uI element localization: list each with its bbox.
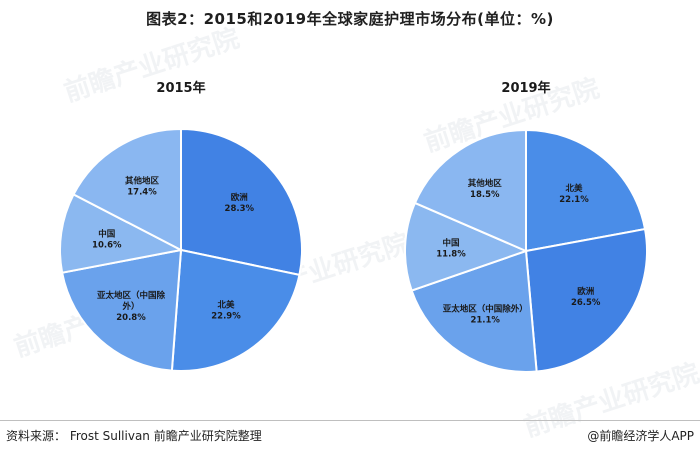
slice-name-label: 中国 [98,229,115,240]
slice-name-label: 北美 [565,183,583,194]
slice-name-label: 其他地区 [468,178,503,189]
pie-slice-north-america [525,128,647,253]
slice-value-label: 26.5% [571,298,601,308]
footer-divider [0,420,700,421]
slice-value-label: 18.5% [470,190,500,200]
slice-name-label: 亚太地区（中国除外） [443,304,528,315]
chart-title: 图表2：2015和2019年全球家庭护理市场分布(单位：%) [146,10,554,28]
pie-slice-china [404,201,529,292]
source-note: 资料来源： Frost Sullivan 前瞻产业研究院整理 [6,429,262,443]
slice-name-label: 亚太地区（中国除 [97,290,166,301]
slice-name-label: 其他地区 [125,175,160,186]
brand-credit: @前瞻经济学人APP [587,429,694,443]
slice-name-label: 欧洲 [577,286,594,297]
pie-slice-other-regions [72,127,182,252]
slice-value-label: 21.1% [470,316,500,326]
slice-name-label: 北美 [217,300,235,311]
slice-name-label: 外） [121,301,139,312]
pie-slice-europe [524,227,648,373]
pie-charts: 2015年欧洲28.3%北美22.9%亚太地区（中国除外）20.8%中国10.6… [59,80,648,373]
slice-value-label: 20.8% [116,313,146,323]
pie-slice-asia-pacific-ex-china [60,248,183,372]
pie-title: 2019年 [501,80,550,96]
slice-name-label: 欧洲 [231,192,248,203]
slice-value-label: 11.8% [436,250,466,260]
pie-title: 2015年 [156,80,205,96]
slice-value-label: 22.9% [211,312,241,322]
slice-value-label: 17.4% [127,187,157,197]
slice-name-label: 中国 [442,238,459,249]
slice-value-label: 28.3% [225,204,255,214]
pie-slice-china [59,193,185,274]
pie-slice-asia-pacific-ex-china [410,249,538,373]
pie-slice-europe [180,127,303,277]
pie-slice-north-america [170,248,301,373]
pie-slice-other-regions [413,128,527,253]
slice-value-label: 22.1% [559,195,589,205]
slice-value-label: 10.6% [92,241,122,251]
